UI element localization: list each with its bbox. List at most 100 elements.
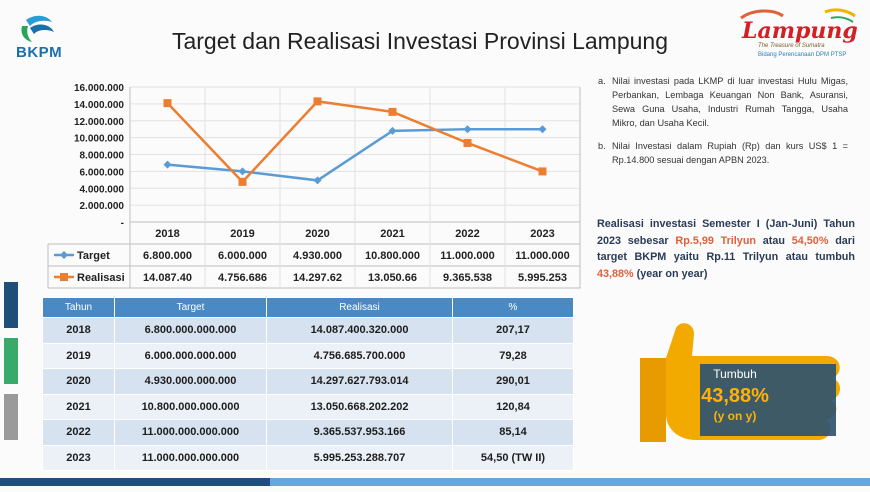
table-cell: 6.800.000.000.000 [114,317,267,344]
summary-text: Realisasi investasi Semester I (Jan-Juni… [597,216,855,282]
summary-highlight: 43,88% [597,267,634,280]
bkpm-logo-icon [21,15,54,42]
table-cell: 207,17 [452,317,574,344]
y-tick-label: 6.000.000 [80,167,125,178]
data-point [163,99,172,108]
data-label: 6.800.000 [143,250,192,262]
table-cell: 11.000.000.000.000 [114,444,267,471]
x-tick-label: 2023 [530,228,554,240]
data-label: 13.050.66 [368,272,417,284]
summary-highlight: Rp.5,99 Trilyun [675,234,757,247]
data-label: 14.297.62 [293,272,342,284]
table-cell: 85,14 [452,419,574,446]
table-row: 2022 11.000.000.000.000 9.365.537.953.166 8… [42,419,574,446]
y-tick-label: - [121,218,124,229]
data-point [538,167,547,176]
table-cell: 120,84 [452,393,574,420]
x-tick-label: 2018 [155,228,179,240]
data-point [238,177,247,186]
data-point [388,107,397,116]
table-cell: 2021 [42,393,115,420]
data-label: 14.087.40 [143,272,192,284]
growth-value: 43,88% [701,385,769,407]
col-header: % [452,297,574,318]
table-cell: 13.050.668.202.202 [266,393,453,420]
table-row: 2018 6.800.000.000.000 14.087.400.320.000 2… [42,317,574,344]
legend-marker [60,251,68,259]
summary-part: atau [756,234,792,247]
y-tick-label: 16.000.000 [74,83,124,94]
y-tick-label: 12.000.000 [74,117,124,128]
series-line [166,100,543,184]
summary-part: (year on year) [633,267,708,280]
data-label: 6.000.000 [218,250,267,262]
y-tick-label: 2.000.000 [80,201,125,212]
table-header-row: Tahun Target Realisasi % [42,297,574,318]
decor-bar [4,394,18,440]
legend-marker [60,273,68,281]
legend-label: Target [77,250,110,262]
table-cell: 2020 [42,368,115,395]
y-tick-label: 8.000.000 [80,151,125,162]
legend-label: Realisasi [77,272,125,284]
summary-part: dari target BKPM yaitu Rp.11 Trilyun ata… [597,234,856,264]
table-cell: 79,28 [452,342,574,369]
data-point [313,97,322,106]
data-point [463,138,472,147]
table-cell: 4.930.000.000.000 [114,368,267,395]
bottom-strip [0,478,870,486]
x-tick-label: 2020 [305,228,329,240]
table-cell: 2023 [42,444,115,471]
table-row: 2020 4.930.000.000.000 14.297.627.793.014 2… [42,368,574,395]
y-tick-label: 4.000.000 [80,184,125,195]
note-b: b. Nilai Investasi dalam Rupiah (Rp) dan… [598,139,848,167]
col-header: Tahun [42,297,115,318]
col-header: Realisasi [266,297,453,318]
lampung-subtitle: Bidang Perencanaan DPM PTSP [758,52,847,58]
line-chart: 16.000.000 14.000.000 12.000.000 10.000.000… [47,83,581,289]
data-point [163,160,172,169]
data-point [313,176,322,185]
table-cell: 2019 [42,342,115,369]
x-tick-label: 2022 [455,228,479,240]
table-row: 2023 11.000.000.000.000 5.995.253.288.707 5… [42,444,574,471]
col-header: Target [114,297,267,318]
table-cell: 14.297.627.793.014 [266,368,453,395]
data-label: 9.365.538 [443,272,492,284]
data-point [388,126,397,135]
note-text: Nilai Investasi dalam Rupiah (Rp) dan ku… [612,141,848,165]
data-point [463,125,472,134]
y-tick-label: 14.000.000 [74,100,124,111]
data-point [538,125,547,134]
data-label: 4.930.000 [293,250,342,262]
thumbs-up-icon [640,323,841,442]
summary-part: Realisasi investasi Semester I (Jan-Juni… [597,218,855,247]
table-cell: 290,01 [452,368,574,395]
table-cell: 2018 [42,317,115,344]
table-cell: 14.087.400.320.000 [266,317,453,344]
data-label: 11.000.000 [440,250,494,262]
table-row: 2021 10.800.000.000.000 13.050.668.202.202… [42,393,574,420]
table-cell: 5.995.253.288.707 [266,444,453,471]
data-label: 10.800.000 [365,250,420,262]
note-label: a. [598,76,606,86]
data-label: 11.000.000 [515,250,569,262]
summary-highlight: 54,50% [791,234,829,247]
data-point [238,167,247,176]
decor-bar [4,282,18,328]
growth-sub: (y on y) [713,409,757,423]
decor-bar [4,338,18,384]
growth-label: Tumbuh [713,367,757,381]
table-cell: 11.000.000.000.000 [114,419,267,446]
note-a: a. Nilai investasi pada LKMP di luar inv… [598,74,848,130]
lampung-tagline: The Treasure of Sumatra [758,43,825,49]
page-title: Target dan Realisasi Investasi Provinsi … [171,28,669,54]
table-cell: 6.000.000.000.000 [114,342,267,369]
y-tick-label: 10.000.000 [74,134,124,145]
investment-table: Tahun Target Realisasi % 2018 6.800.000.0… [42,297,574,471]
lampung-logo-text: Lampung [742,18,858,44]
table-cell: 10.800.000.000.000 [114,393,267,420]
data-label: 4.756.686 [218,272,267,284]
lampung-logo-icon [740,8,856,23]
